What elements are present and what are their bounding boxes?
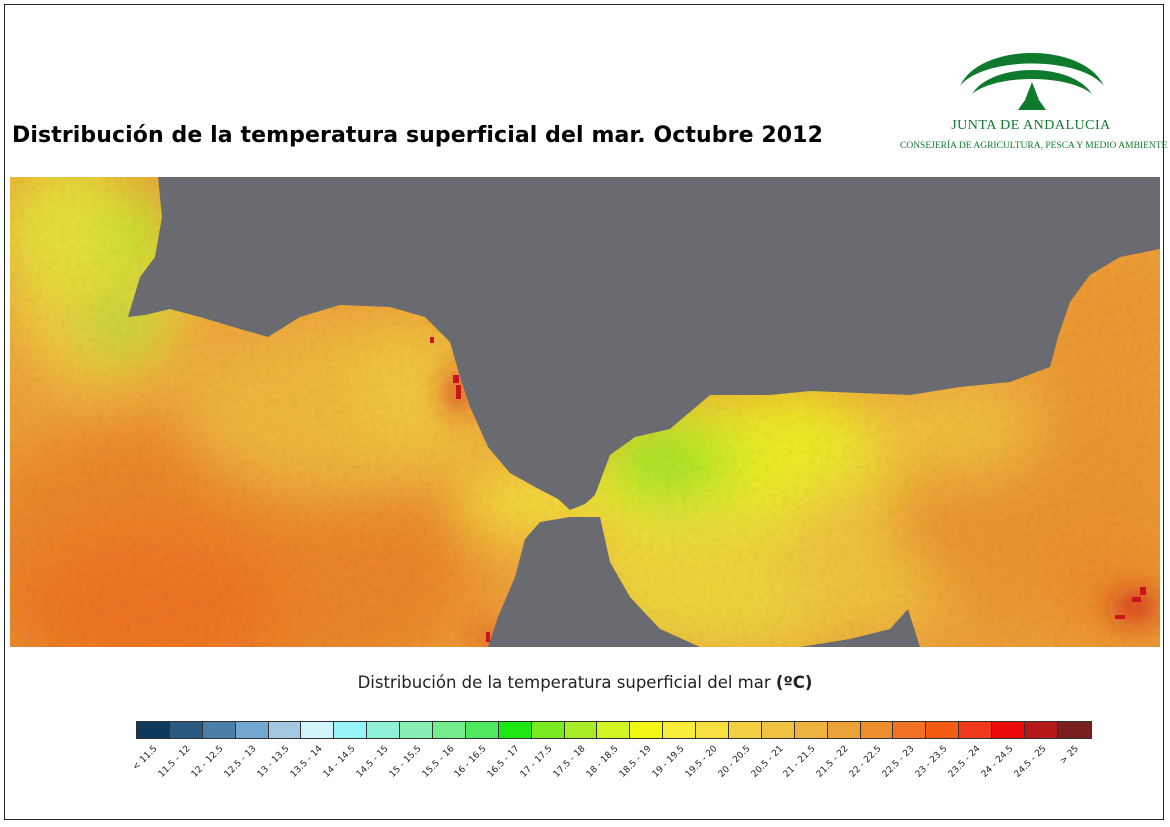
legend-title-text: Distribución de la temperatura superfici… bbox=[357, 673, 771, 692]
legend-label: 20 - 20.5 bbox=[716, 744, 753, 780]
legend-swatch bbox=[235, 722, 269, 738]
legend-swatch bbox=[893, 722, 927, 738]
legend-label: 22.5 - 23 bbox=[880, 744, 917, 780]
legend-swatch bbox=[137, 722, 170, 738]
legend-label: 15.5 - 16 bbox=[420, 744, 457, 780]
legend-label: 11.5 - 12 bbox=[157, 744, 193, 780]
legend-label: 14.5 - 15 bbox=[354, 744, 391, 780]
legend-label: 14 - 14.5 bbox=[321, 744, 358, 780]
legend-label: 21 - 21.5 bbox=[782, 744, 818, 780]
legend-label: 21.5 - 22 bbox=[815, 744, 851, 780]
legend-label: 24 - 24.5 bbox=[979, 744, 1016, 780]
legend-label: 13 - 13.5 bbox=[255, 744, 292, 780]
legend-swatch bbox=[630, 722, 664, 738]
legend-label: 23 - 23.5 bbox=[913, 744, 950, 780]
figure-frame bbox=[4, 4, 1164, 820]
legend-label: 23.5 - 24 bbox=[946, 744, 983, 780]
legend-swatch bbox=[663, 722, 697, 738]
legend-swatch bbox=[860, 722, 894, 738]
legend-title: Distribución de la temperatura superfici… bbox=[0, 673, 1170, 692]
legend-swatch bbox=[1057, 722, 1091, 738]
legend-swatch bbox=[334, 722, 368, 738]
legend-swatch bbox=[169, 722, 203, 738]
coastal-hot-spots bbox=[430, 337, 1146, 642]
legend-label: 13.5 - 14 bbox=[288, 744, 325, 780]
legend-color-bar bbox=[136, 721, 1092, 739]
legend-swatch bbox=[400, 722, 434, 738]
legend-swatch bbox=[268, 722, 302, 738]
legend-swatch bbox=[696, 722, 730, 738]
legend-swatch bbox=[202, 722, 236, 738]
legend-label: 12 - 12.5 bbox=[190, 744, 226, 780]
logo-subtitle: CONSEJERÍA DE AGRICULTURA, PESCA Y MEDIO… bbox=[900, 141, 1168, 151]
legend-label: 18 - 18.5 bbox=[584, 744, 621, 780]
page-title: Distribución de la temperatura superfici… bbox=[12, 123, 823, 148]
legend-label: 24.5 - 25 bbox=[1012, 744, 1049, 780]
legend-swatch bbox=[926, 722, 960, 738]
legend-label: 16 - 16.5 bbox=[453, 744, 489, 780]
legend-label: 17 - 17.5 bbox=[519, 744, 555, 780]
legend-swatch bbox=[959, 722, 993, 738]
legend-label: 15 - 15.5 bbox=[387, 744, 424, 780]
legend-swatch bbox=[465, 722, 499, 738]
legend-swatch bbox=[761, 722, 795, 738]
legend-swatch bbox=[729, 722, 762, 738]
legend-label: 22 - 22.5 bbox=[848, 744, 884, 780]
legend-label: 20.5 - 21 bbox=[749, 744, 786, 780]
legend-label: > 25 bbox=[1058, 744, 1081, 767]
legend-swatch bbox=[1025, 722, 1058, 738]
legend-label: 12.5 - 13 bbox=[222, 744, 259, 780]
legend-labels: < 11.5 11.5 - 12 12 - 12.5 12.5 - 13 13 - 13… bbox=[131, 744, 1086, 804]
legend-label: 16.5 - 17 bbox=[486, 744, 522, 780]
legend-label: 18.5 - 19 bbox=[617, 744, 654, 780]
legend-swatch bbox=[498, 722, 532, 738]
legend-swatch bbox=[827, 722, 861, 738]
legend-label: < 11.5 bbox=[131, 744, 160, 773]
legend-label: 19 - 19.5 bbox=[650, 744, 687, 780]
legend-swatch bbox=[531, 722, 565, 738]
legend-label: 19.5 - 20 bbox=[683, 744, 720, 780]
junta-de-andalucia-logo: JUNTA DE ANDALUCIA CONSEJERÍA DE AGRICUL… bbox=[900, 30, 1168, 160]
logo-emblem-icon bbox=[960, 53, 1104, 110]
sea-temperature-map bbox=[10, 177, 1160, 647]
legend-swatch bbox=[564, 722, 598, 738]
legend-label: 17.5 - 18 bbox=[551, 744, 588, 780]
legend-swatch bbox=[597, 722, 631, 738]
legend-swatch bbox=[433, 722, 466, 738]
legend-swatch bbox=[992, 722, 1026, 738]
legend-swatch bbox=[301, 722, 335, 738]
legend-swatch bbox=[367, 722, 401, 738]
legend-swatch bbox=[794, 722, 828, 738]
legend-unit: (ºC) bbox=[775, 673, 813, 692]
logo-name: JUNTA DE ANDALUCIA bbox=[951, 118, 1111, 133]
